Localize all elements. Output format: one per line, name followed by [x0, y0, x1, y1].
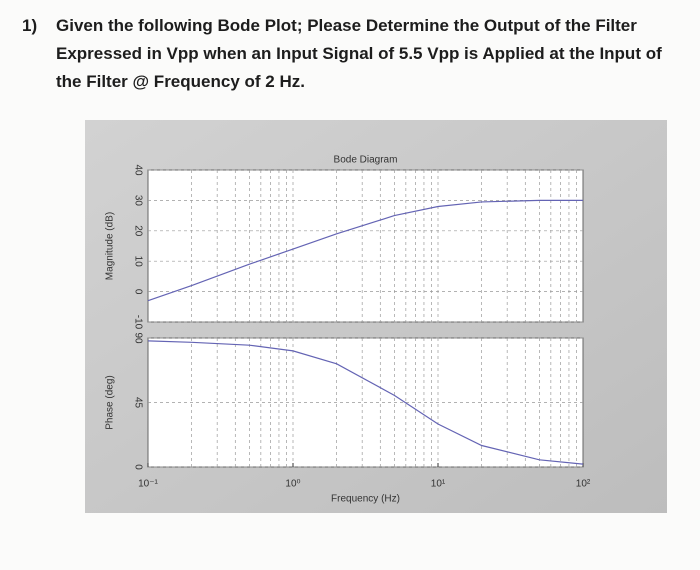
y-tick-label: 10 — [132, 256, 143, 268]
y-tick-label: 45 — [132, 397, 143, 409]
chart-title: Bode Diagram — [334, 155, 398, 166]
x-axis-label: Frequency (Hz) — [331, 494, 400, 505]
x-tick-label: 10⁰ — [285, 479, 300, 490]
x-tick-label: 10⁻¹ — [138, 479, 158, 490]
question-number: 1) — [22, 16, 38, 35]
line-series — [147, 199, 583, 302]
y-axis-label: Magnitude (dB) — [105, 212, 116, 280]
y-tick-label: 90 — [132, 332, 143, 344]
plot-area — [147, 169, 584, 323]
question: 1) Given the following Bode Plot; Please… — [22, 12, 682, 96]
x-tick-label: 10¹ — [431, 479, 446, 490]
question-text: Given the following Bode Plot; Please De… — [56, 16, 662, 91]
line-series — [147, 340, 584, 465]
y-tick-label: 30 — [132, 195, 143, 207]
y-tick-label: 20 — [132, 225, 143, 237]
x-tick-label: 10² — [576, 479, 591, 490]
y-tick-label: -10 — [132, 315, 143, 330]
y-tick-label: 0 — [132, 464, 143, 470]
y-tick-label: 40 — [132, 164, 143, 176]
y-axis-label: Phase (deg) — [105, 375, 116, 429]
y-tick-label: 0 — [132, 289, 143, 295]
